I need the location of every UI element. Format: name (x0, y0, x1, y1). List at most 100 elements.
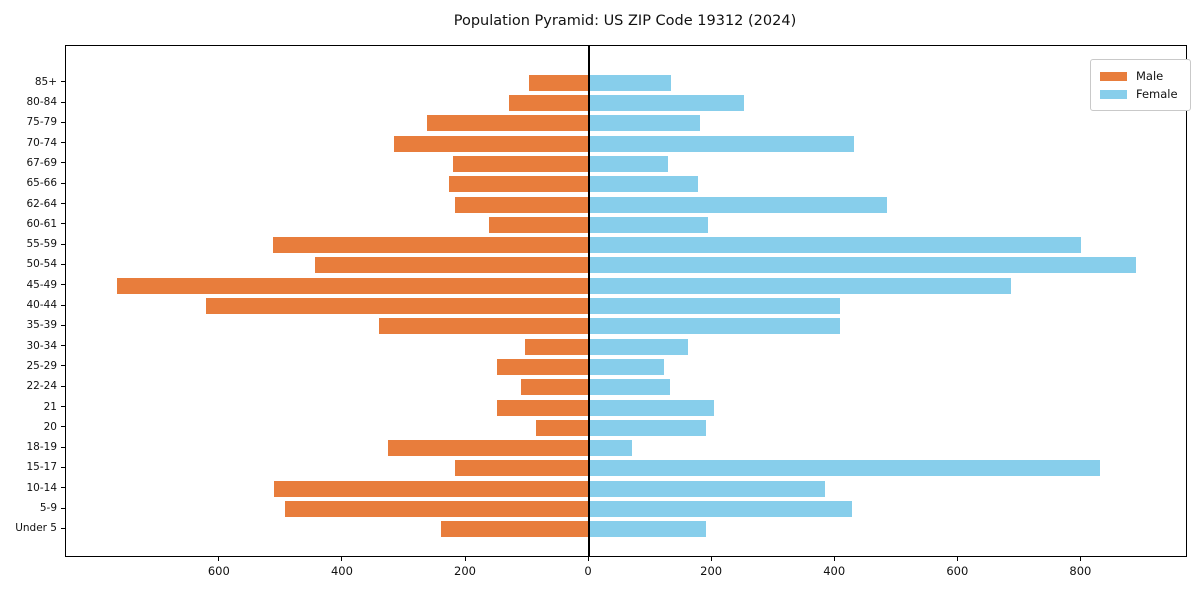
female-bar-67-69 (589, 155, 668, 172)
female-bar-55-59 (589, 237, 1082, 254)
y-tick-mark (61, 182, 65, 184)
legend-label-female: Female (1136, 87, 1178, 101)
male-bar-21 (497, 399, 590, 416)
y-tick-mark (61, 324, 65, 326)
y-tick-label-under-5: Under 5 (15, 522, 57, 535)
male-bar-40-44 (206, 298, 590, 314)
male-bar-67-69 (453, 155, 590, 172)
x-tick-mark (710, 557, 712, 561)
x-tick-label-200-4: 200 (700, 564, 723, 578)
female-bar-40-44 (589, 298, 840, 314)
y-tick-label-20: 20 (43, 420, 57, 433)
y-tick-label-10-14: 10-14 (26, 481, 57, 494)
x-tick-label-0-3: 0 (584, 564, 592, 578)
y-tick-mark (61, 263, 65, 265)
x-tick-mark (833, 557, 835, 561)
female-bar-62-64 (589, 196, 887, 213)
male-bar-65-66 (448, 176, 590, 193)
y-tick-label-5-9: 5-9 (39, 502, 57, 514)
y-tick-label-21: 21 (43, 400, 57, 413)
female-bar-30-34 (589, 338, 689, 355)
y-tick-label-50-54: 50-54 (26, 258, 57, 271)
x-tick-label-400-5: 400 (823, 564, 846, 578)
female-bar-70-74 (589, 135, 854, 152)
male-bar-30-34 (525, 338, 590, 355)
legend-item-male: Male (1100, 68, 1178, 84)
plot-area (65, 45, 1187, 557)
male-bar-5-9 (285, 501, 590, 517)
x-tick-mark (341, 557, 343, 561)
chart-title: Population Pyramid: US ZIP Code 19312 (2… (453, 13, 797, 29)
y-tick-mark (61, 162, 65, 164)
y-tick-mark (61, 406, 65, 407)
male-bar-60-61 (489, 216, 590, 233)
female-bar-75-79 (589, 115, 701, 132)
y-tick-label-67-69: 67-69 (26, 156, 57, 169)
y-tick-mark (61, 223, 65, 225)
female-bar-80-84 (589, 95, 744, 111)
y-tick-mark (61, 507, 65, 509)
y-tick-label-85: 85+ (34, 75, 57, 88)
female-bar-60-61 (589, 216, 709, 233)
female-bar-45-49 (589, 277, 1012, 294)
male-bar-10-14 (274, 480, 590, 497)
female-bar-21 (589, 399, 714, 416)
male-bar-45-49 (117, 277, 590, 294)
y-tick-mark (61, 345, 65, 347)
y-tick-mark (61, 142, 65, 144)
male-bar-80-84 (509, 95, 590, 111)
y-tick-mark (61, 365, 65, 367)
legend-item-female: Female (1100, 86, 1178, 102)
zero-axis-line (588, 46, 590, 556)
female-bar-50-54 (589, 257, 1136, 274)
legend: Male Female (1090, 59, 1191, 111)
y-tick-label-60-61: 60-61 (26, 217, 57, 230)
male-bar-35-39 (378, 318, 590, 335)
y-tick-label-22-24: 22-24 (26, 380, 57, 393)
x-tick-mark (218, 557, 220, 561)
female-bar-20 (589, 419, 706, 436)
female-bar-15-17 (589, 460, 1100, 477)
y-tick-mark (61, 121, 65, 123)
y-tick-label-25-29: 25-29 (26, 359, 57, 372)
male-bar-50-54 (315, 257, 590, 274)
y-tick-mark (61, 101, 65, 103)
female-bar-65-66 (589, 176, 698, 193)
y-tick-label-75-79: 75-79 (26, 116, 57, 129)
male-bar-20 (535, 419, 590, 436)
y-tick-label-35-39: 35-39 (26, 319, 57, 332)
female-color-swatch-icon (1100, 89, 1127, 99)
x-tick-mark (464, 557, 466, 561)
y-tick-label-40-44: 40-44 (26, 299, 57, 311)
female-bar-25-29 (589, 358, 664, 375)
legend-label-male: Male (1136, 69, 1164, 83)
male-bar-22-24 (520, 379, 590, 396)
y-tick-mark (61, 304, 65, 306)
x-tick-label-600-0: 600 (207, 564, 230, 578)
male-bar-25-29 (497, 358, 590, 375)
male-color-swatch-icon (1100, 71, 1127, 81)
x-tick-mark (956, 557, 958, 561)
y-tick-mark (61, 385, 65, 387)
female-bar-5-9 (589, 501, 853, 517)
y-tick-mark (61, 426, 65, 428)
female-bar-10-14 (589, 480, 825, 497)
female-bar-18-19 (589, 440, 632, 457)
male-bar-62-64 (454, 196, 590, 213)
y-tick-mark (61, 527, 65, 529)
y-tick-mark (61, 487, 65, 489)
x-tick-mark (587, 557, 589, 561)
y-tick-label-70-74: 70-74 (26, 136, 57, 149)
female-bar-85 (589, 74, 671, 91)
male-bar-under-5 (441, 521, 590, 538)
y-tick-mark (61, 466, 65, 468)
male-bar-15-17 (454, 460, 590, 477)
x-tick-label-400-1: 400 (330, 564, 353, 578)
y-tick-label-65-66: 65-66 (26, 177, 57, 190)
male-bar-70-74 (394, 135, 590, 152)
x-tick-label-200-2: 200 (454, 564, 476, 578)
y-tick-mark (61, 446, 65, 448)
y-tick-mark (61, 81, 65, 83)
x-tick-label-600-6: 600 (946, 564, 969, 578)
